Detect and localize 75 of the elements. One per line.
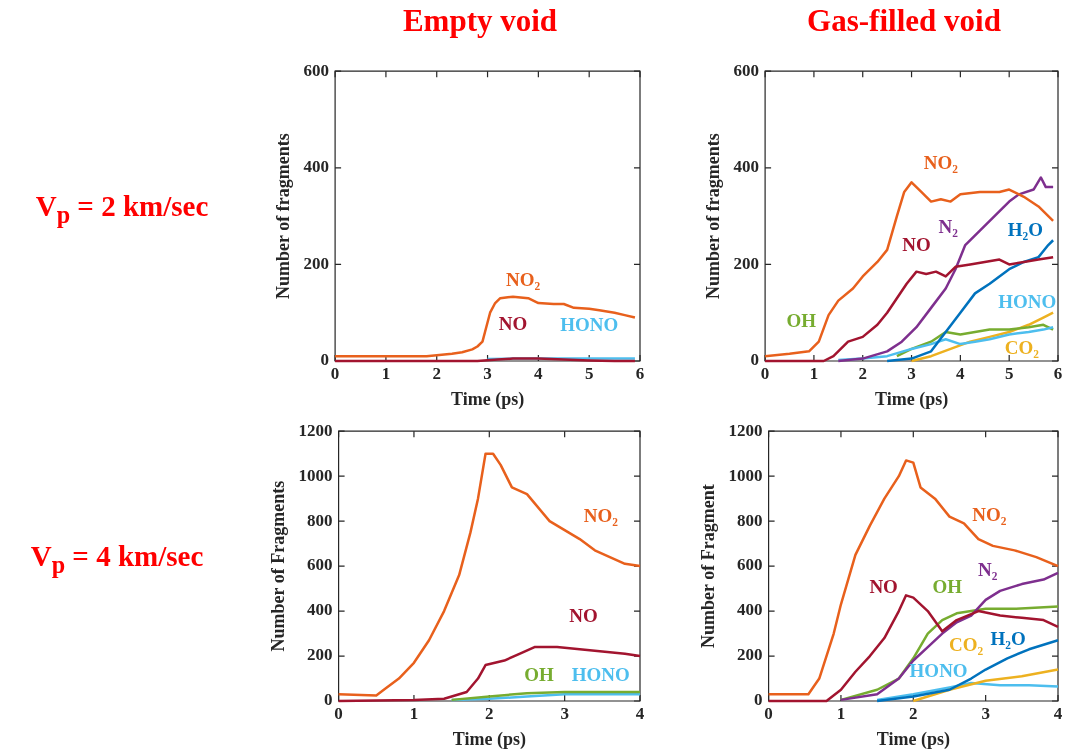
x-axis-title: Time (ps): [876, 728, 950, 750]
y-axis-title: Number of Fragments: [268, 480, 289, 652]
y-tick-label: 1200: [298, 420, 333, 440]
x-tick-label: 3: [981, 703, 990, 723]
x-tick-label: 4: [635, 703, 645, 723]
chart-title: Empty void: [401, 3, 559, 39]
y-axis-title: Number of Fragment: [698, 484, 719, 648]
text: OH: [786, 310, 817, 332]
series-label: HONO: [909, 660, 968, 682]
x-tick-label: 3: [907, 363, 916, 383]
y-tick-label: 1000: [728, 465, 763, 485]
y-tick-label: 0: [750, 350, 760, 370]
x-tick-label: 2: [432, 363, 441, 383]
x-tick-label: 6: [635, 363, 645, 383]
y-tick-label: 0: [324, 690, 333, 710]
series-label: NO₂: [506, 269, 541, 291]
x-tick-label: 2: [909, 703, 918, 723]
y-tick-label: 400: [307, 600, 333, 620]
y-tick-label: 600: [307, 555, 333, 575]
x-tick-label: 1: [809, 363, 819, 383]
series-label: H₂O: [1007, 219, 1043, 241]
x-tick-label: 1: [381, 363, 391, 383]
series-label: OH: [524, 663, 555, 685]
x-tick-label: 4: [956, 363, 966, 383]
series-label: NO₂: [972, 503, 1007, 525]
x-tick-label: 1: [836, 703, 846, 723]
text: V$_{p}$ = 2 km/sec: [34, 190, 210, 229]
y-tick-label: 200: [307, 645, 333, 665]
series-label: HONO: [560, 314, 619, 336]
series-label: NO: [902, 234, 931, 256]
series-label: NO: [498, 312, 528, 334]
y-tick-label: 0: [754, 690, 763, 710]
series-label: CO₂: [949, 634, 984, 656]
series-label: N₂: [938, 216, 959, 238]
series-label: N₂: [978, 559, 998, 581]
y-tick-label: 400: [733, 157, 760, 177]
x-tick-label: 1: [409, 703, 419, 723]
y-tick-label: 600: [737, 555, 763, 575]
series-label: NO₂: [923, 151, 959, 173]
y-tick-label: 200: [303, 253, 330, 273]
text: V$_{p}$ = 4 km/sec: [29, 540, 205, 579]
y-tick-label: 800: [307, 510, 333, 530]
y-tick-label: 200: [737, 645, 763, 665]
y-tick-label: 600: [303, 60, 330, 80]
x-axis-title: Time (ps): [450, 388, 525, 410]
x-tick-label: 4: [534, 363, 544, 383]
series-label: HONO: [571, 663, 630, 685]
x-tick-label: 4: [1053, 703, 1063, 723]
series-label: NO: [869, 575, 898, 597]
x-axis-title: Time (ps): [874, 388, 949, 410]
series-label: OH: [932, 575, 963, 597]
series-label: H₂O: [990, 627, 1026, 649]
x-tick-label: 3: [560, 703, 569, 723]
y-tick-label: 0: [320, 350, 330, 370]
chart-title: Gas-filled void: [806, 3, 1002, 39]
x-tick-label: 3: [483, 363, 492, 383]
x-tick-label: 5: [1004, 363, 1014, 383]
y-axis-title: Number of fragments: [273, 133, 294, 299]
series-label: CO₂: [1004, 337, 1040, 359]
y-tick-label: 400: [737, 600, 763, 620]
y-tick-label: 800: [737, 510, 763, 530]
y-tick-label: 400: [303, 157, 330, 177]
x-tick-label: 2: [858, 363, 867, 383]
series-label: NO: [569, 604, 598, 626]
x-tick-label: 2: [485, 703, 494, 723]
y-axis-title: Number of fragments: [703, 133, 724, 299]
series-label: NO₂: [583, 504, 619, 526]
x-tick-label: 5: [584, 363, 594, 383]
series-label: HONO: [998, 291, 1057, 313]
y-tick-label: 200: [733, 253, 760, 273]
x-axis-title: Time (ps): [452, 728, 526, 750]
y-tick-label: 1200: [728, 420, 763, 440]
x-tick-label: 6: [1053, 363, 1063, 383]
y-tick-label: 600: [733, 60, 760, 80]
y-tick-label: 1000: [298, 465, 333, 485]
